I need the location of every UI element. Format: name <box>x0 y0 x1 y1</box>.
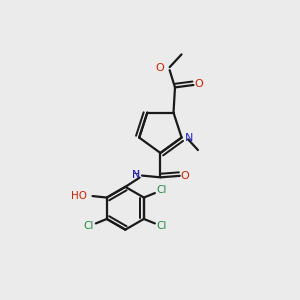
Text: Cl: Cl <box>157 221 167 231</box>
Text: Cl: Cl <box>84 221 94 231</box>
Text: O: O <box>181 171 189 181</box>
Text: H: H <box>132 170 139 180</box>
Text: O: O <box>155 63 164 73</box>
Text: N: N <box>185 133 194 143</box>
Text: O: O <box>194 80 203 89</box>
Text: N: N <box>132 170 140 180</box>
Text: Cl: Cl <box>157 185 167 195</box>
Text: HO: HO <box>70 191 87 201</box>
